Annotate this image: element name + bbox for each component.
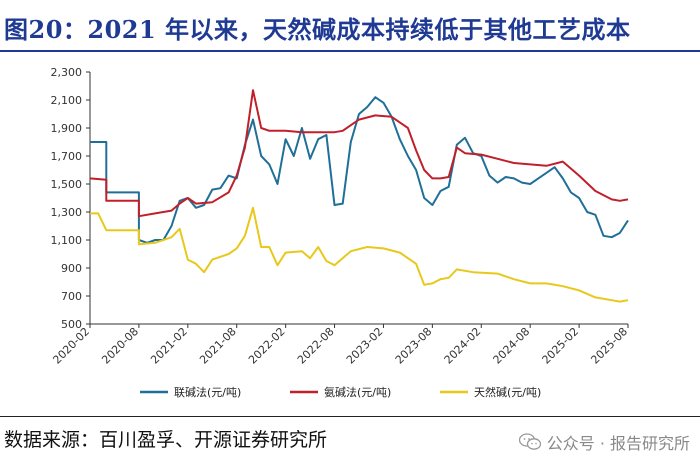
x-tick-label: 2020-08 bbox=[99, 325, 141, 367]
x-tick-label: 2024-08 bbox=[491, 325, 533, 367]
y-tick-label: 500 bbox=[61, 318, 82, 331]
series-line-3 bbox=[90, 206, 629, 303]
x-tick-label: 2021-02 bbox=[148, 325, 190, 367]
footer-divider bbox=[0, 416, 700, 417]
watermark: 公众号 · 报告研究所 bbox=[518, 430, 690, 454]
y-tick-label: 900 bbox=[61, 262, 82, 275]
chart-legend: 联碱法(元/吨) 氨碱法(元/吨) 天然碱(元/吨) bbox=[140, 385, 541, 399]
x-tick-label: 2021-08 bbox=[197, 325, 239, 367]
x-tick-label: 2020-02 bbox=[50, 325, 92, 367]
data-source: 数据来源：百川盈孚、开源证券研究所 bbox=[4, 429, 328, 451]
chart-area: 500 700 900 1,100 1,300 1,500 1,700 1,900 2,100 2… bbox=[50, 66, 630, 399]
y-tick-label: 2,100 bbox=[51, 94, 83, 107]
legend-label-1: 联碱法(元/吨) bbox=[174, 385, 241, 399]
y-tick-label: 1,300 bbox=[51, 206, 83, 219]
x-tick-label: 2022-02 bbox=[246, 325, 288, 367]
y-tick-label: 1,700 bbox=[51, 150, 83, 163]
y-tick-label: 2,300 bbox=[51, 66, 83, 79]
x-tick-label: 2022-08 bbox=[295, 325, 337, 367]
x-tick-label: 2024-02 bbox=[442, 325, 484, 367]
figure-title: 图20：2021 年以来，天然碱成本持续低于其他工艺成本 bbox=[4, 15, 631, 44]
legend-label-3: 天然碱(元/吨) bbox=[474, 385, 541, 399]
y-tick-label: 1,100 bbox=[51, 234, 83, 247]
x-tick-label: 2023-02 bbox=[344, 325, 386, 367]
y-tick-label: 700 bbox=[61, 290, 82, 303]
x-tick-label: 2023-08 bbox=[393, 325, 435, 367]
wechat-icon bbox=[518, 433, 541, 450]
x-tick-label: 2025-08 bbox=[588, 325, 630, 367]
title-divider bbox=[0, 50, 700, 52]
x-tick-label: 2025-02 bbox=[540, 325, 582, 367]
watermark-text: 公众号 · 报告研究所 bbox=[546, 434, 690, 453]
y-tick-label: 1,900 bbox=[51, 122, 83, 135]
chart-axes: 500 700 900 1,100 1,300 1,500 1,700 1,900 2,100 2… bbox=[50, 66, 630, 367]
legend-label-2: 氨碱法(元/吨) bbox=[324, 385, 391, 399]
y-tick-label: 1,500 bbox=[51, 178, 83, 191]
chart-series-lines bbox=[89, 89, 629, 303]
series-line-2 bbox=[89, 89, 629, 218]
